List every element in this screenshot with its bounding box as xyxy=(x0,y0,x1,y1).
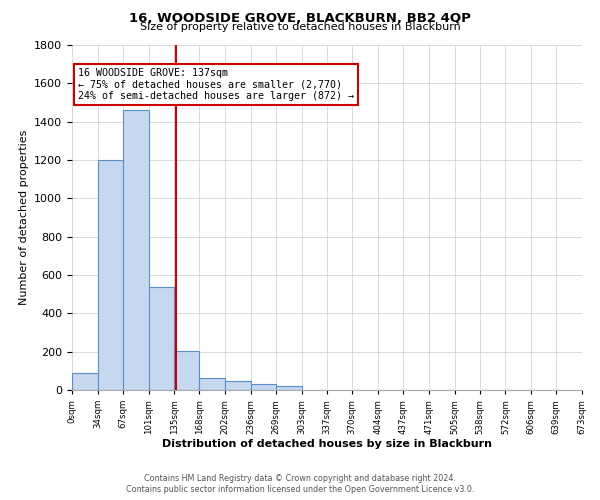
Text: 16, WOODSIDE GROVE, BLACKBURN, BB2 4QP: 16, WOODSIDE GROVE, BLACKBURN, BB2 4QP xyxy=(129,12,471,26)
Y-axis label: Number of detached properties: Number of detached properties xyxy=(19,130,29,305)
X-axis label: Distribution of detached houses by size in Blackburn: Distribution of detached houses by size … xyxy=(162,440,492,450)
Text: Contains HM Land Registry data © Crown copyright and database right 2024.
Contai: Contains HM Land Registry data © Crown c… xyxy=(126,474,474,494)
Bar xyxy=(72,373,98,390)
Bar xyxy=(98,160,123,390)
Bar xyxy=(175,350,199,390)
Text: 16 WOODSIDE GROVE: 137sqm
← 75% of detached houses are smaller (2,770)
24% of se: 16 WOODSIDE GROVE: 137sqm ← 75% of detac… xyxy=(78,68,354,101)
Bar xyxy=(225,381,251,390)
Text: Size of property relative to detached houses in Blackburn: Size of property relative to detached ho… xyxy=(140,22,460,32)
Bar xyxy=(251,384,276,390)
Bar xyxy=(199,378,225,390)
Bar xyxy=(276,386,302,390)
Bar xyxy=(123,110,149,390)
Bar xyxy=(149,286,175,390)
